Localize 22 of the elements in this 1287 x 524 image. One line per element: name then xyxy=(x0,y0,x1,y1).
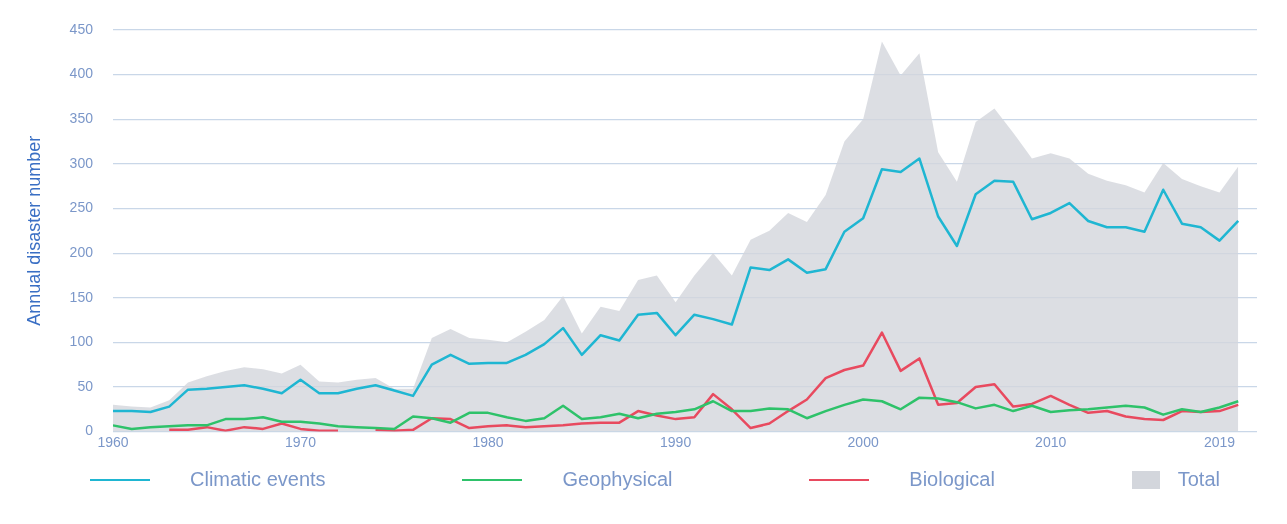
legend-label: Climatic events xyxy=(190,468,326,491)
y-tick-label: 50 xyxy=(77,377,94,394)
y-tick-label: 200 xyxy=(69,243,94,260)
y-tick-label: 400 xyxy=(69,65,94,82)
y-tick-label: 450 xyxy=(69,20,94,37)
y-tick-label: 300 xyxy=(69,154,94,171)
x-tick-label: 2010 xyxy=(1035,433,1067,450)
x-tick-label: 1970 xyxy=(284,433,317,450)
legend-label: Biological xyxy=(909,468,995,491)
y-tick-label: 100 xyxy=(69,333,94,350)
legend-label: Total xyxy=(1177,468,1220,491)
y-tick-label: 0 xyxy=(85,422,94,439)
x-tick-label: 1990 xyxy=(660,433,692,450)
y-tick-label: 250 xyxy=(69,199,94,216)
legend-label: Geophysical xyxy=(562,468,673,491)
x-tick-label: 2000 xyxy=(847,433,879,450)
y-axis-title: Annual disaster number xyxy=(23,135,44,326)
x-tick-label: 1960 xyxy=(97,433,129,450)
x-tick-label: 2019 xyxy=(1203,433,1236,450)
y-tick-label: 150 xyxy=(69,288,94,305)
x-tick-label: 1980 xyxy=(472,433,504,450)
y-tick-label: 350 xyxy=(69,110,94,127)
